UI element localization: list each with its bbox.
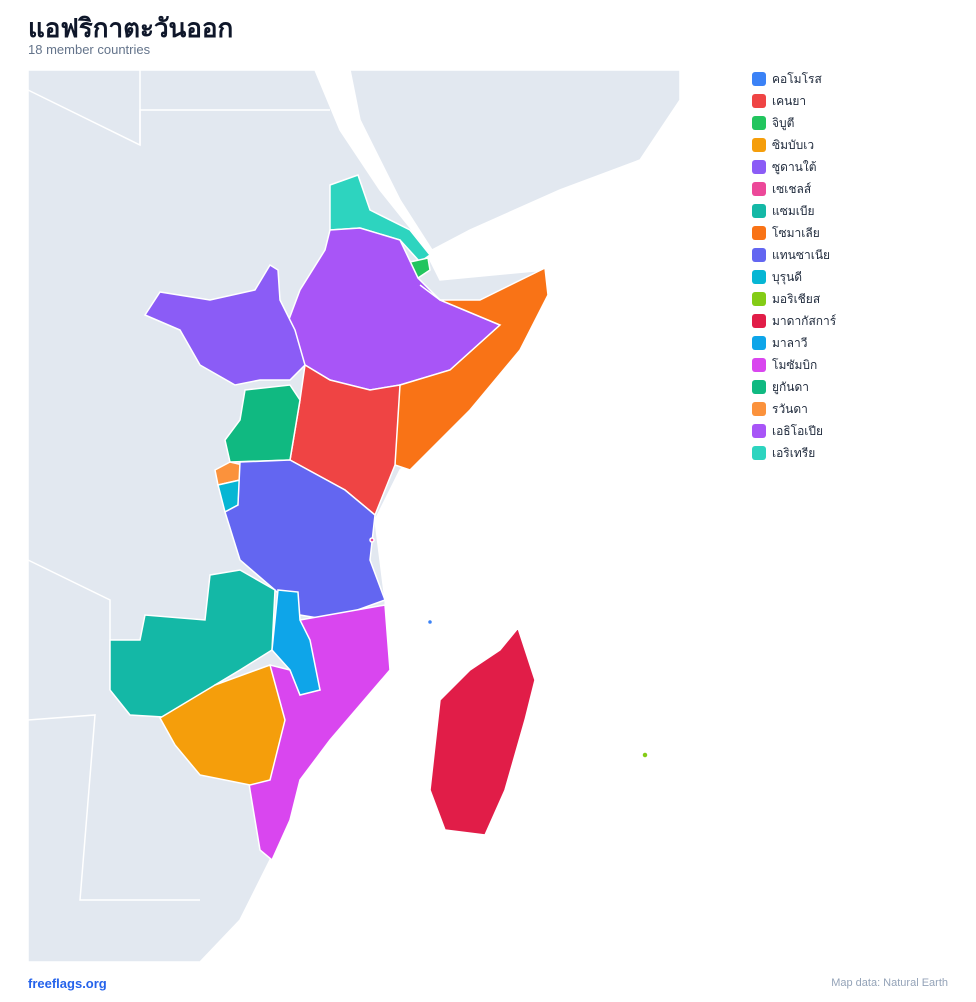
legend-item: เอธิโอเปีย <box>752 420 836 442</box>
legend-swatch <box>752 424 766 438</box>
legend-label: จิบูตี <box>772 115 795 130</box>
legend-swatch <box>752 292 766 306</box>
legend-swatch <box>752 116 766 130</box>
subtitle: 18 member countries <box>28 42 151 57</box>
legend-swatch <box>752 358 766 372</box>
legend-label: เอริเทรีย <box>772 445 816 460</box>
madagascar <box>429 626 536 836</box>
legend-item: จิบูตี <box>752 112 836 134</box>
legend-item: โซมาเลีย <box>752 222 836 244</box>
somalia <box>394 266 549 471</box>
legend-label: บุรุนดี <box>772 269 803 284</box>
legend-item: โมซัมบิก <box>752 354 836 376</box>
credit: Map data: Natural Earth <box>831 977 948 989</box>
legend-label: ซูดานใต้ <box>772 159 817 174</box>
legend-label: รวันดา <box>772 401 808 416</box>
mauritius <box>641 751 649 759</box>
legend-label: โซมาเลีย <box>772 225 820 240</box>
legend-label: เซเชลส์ <box>772 181 812 196</box>
zambia <box>109 569 276 719</box>
seychelles <box>369 537 375 543</box>
legend-item: เซเชลส์ <box>752 178 836 200</box>
legend: คอโมโรสเคนยาจิบูตีซิมบับเวซูดานใต้เซเชลส… <box>752 68 836 464</box>
site-link[interactable]: freeflags.org <box>28 976 107 991</box>
legend-swatch <box>752 204 766 218</box>
legend-item: แทนซาเนีย <box>752 244 836 266</box>
south-sudan <box>143 263 306 386</box>
legend-label: แซมเบีย <box>772 203 815 218</box>
border <box>27 714 200 901</box>
title: แอฟริกาตะวันออก <box>28 13 234 43</box>
zimbabwe <box>158 664 286 786</box>
legend-swatch <box>752 446 766 460</box>
legend-item: แซมเบีย <box>752 200 836 222</box>
legend-item: ซูดานใต้ <box>752 156 836 178</box>
legend-item: มอริเชียส <box>752 288 836 310</box>
legend-label: มอริเชียส <box>772 291 821 306</box>
legend-label: มาลาวี <box>772 335 808 350</box>
legend-swatch <box>752 226 766 240</box>
legend-item: เคนยา <box>752 90 836 112</box>
legend-swatch <box>752 336 766 350</box>
legend-swatch <box>752 138 766 152</box>
legend-item: ซิมบับเว <box>752 134 836 156</box>
legend-item: ยูกันดา <box>752 376 836 398</box>
legend-label: เคนยา <box>772 93 807 108</box>
legend-label: โมซัมบิก <box>772 357 818 372</box>
legend-item: รวันดา <box>752 398 836 420</box>
legend-label: เอธิโอเปีย <box>772 423 824 438</box>
legend-item: คอโมโรส <box>752 68 836 90</box>
legend-label: แทนซาเนีย <box>772 247 831 262</box>
legend-swatch <box>752 160 766 174</box>
legend-swatch <box>752 72 766 86</box>
legend-label: ยูกันดา <box>772 379 810 394</box>
legend-item: เอริเทรีย <box>752 442 836 464</box>
comoros <box>426 618 434 626</box>
legend-label: คอโมโรส <box>772 71 822 86</box>
legend-swatch <box>752 248 766 262</box>
malawi <box>271 589 321 696</box>
legend-swatch <box>752 270 766 284</box>
legend-item: มาดากัสการ์ <box>752 310 836 332</box>
legend-swatch <box>752 402 766 416</box>
border <box>139 109 330 145</box>
legend-label: มาดากัสการ์ <box>772 313 837 328</box>
legend-item: มาลาวี <box>752 332 836 354</box>
legend-swatch <box>752 380 766 394</box>
legend-swatch <box>752 314 766 328</box>
legend-swatch <box>752 182 766 196</box>
arabia-land <box>349 69 681 251</box>
legend-swatch <box>752 94 766 108</box>
legend-label: ซิมบับเว <box>772 137 815 152</box>
legend-item: บุรุนดี <box>752 266 836 288</box>
